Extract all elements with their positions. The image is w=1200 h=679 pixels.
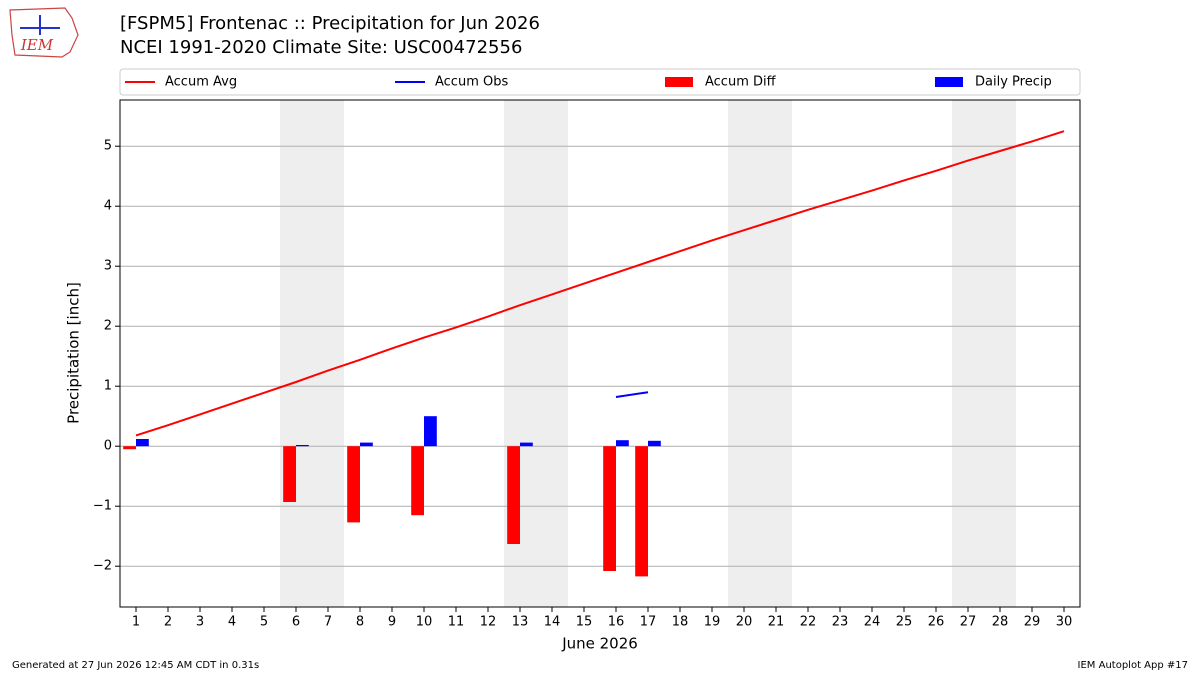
bar [347,446,360,523]
y-tick-label: 0 [104,439,112,454]
x-tick-label: 3 [196,615,204,630]
x-axis-label: June 2026 [561,635,638,653]
legend-swatch [665,77,693,87]
y-tick-label: 2 [104,319,112,334]
bar [616,440,629,447]
bar [283,446,296,502]
bar [296,445,309,447]
x-tick-label: 19 [704,615,721,630]
y-tick-label: 1 [104,379,112,394]
y-tick-label: 4 [104,199,112,214]
x-tick-label: 23 [832,615,849,630]
x-tick-label: 10 [416,615,433,630]
legend-label: Accum Avg [165,75,237,90]
bar [520,442,533,447]
chart-title: [FSPM5] Frontenac :: Precipitation for J… [120,13,540,34]
x-tick-label: 15 [576,615,593,630]
x-tick-label: 8 [356,615,364,630]
y-tick-label: 3 [104,259,112,274]
bar [603,446,616,571]
x-tick-label: 16 [608,615,625,630]
x-tick-label: 30 [1056,615,1073,630]
bar [648,440,661,447]
x-tick-label: 5 [260,615,268,630]
bar [136,439,149,447]
x-tick-label: 9 [388,615,396,630]
x-tick-label: 13 [512,615,529,630]
footer-left: Generated at 27 Jun 2026 12:45 AM CDT in… [12,660,259,671]
y-tick-label: 5 [104,139,112,154]
x-tick-label: 22 [800,615,817,630]
x-tick-label: 24 [864,615,881,630]
x-tick-label: 26 [928,615,945,630]
x-tick-label: 6 [292,615,300,630]
bar [507,446,520,544]
x-tick-label: 11 [448,615,465,630]
legend-swatch [935,77,963,87]
x-tick-label: 12 [480,615,497,630]
x-tick-label: 14 [544,615,561,630]
x-tick-label: 21 [768,615,785,630]
bar [424,416,437,447]
x-tick-label: 17 [640,615,657,630]
footer-right: IEM Autoplot App #17 [1078,660,1188,671]
x-tick-label: 25 [896,615,913,630]
chart-subtitle: NCEI 1991-2020 Climate Site: USC00472556 [120,37,522,58]
bar [635,446,648,577]
bar [123,446,136,450]
line [615,391,649,398]
bar [360,442,373,447]
logo: IEM [9,7,79,58]
legend-label: Accum Obs [435,75,508,90]
y-tick-label: −2 [93,559,112,574]
x-tick-label: 2 [164,615,172,630]
weekend-band [280,100,344,607]
x-tick-label: 7 [324,615,332,630]
legend-box [119,68,1081,96]
logo-text: IEM [20,36,54,54]
line [135,130,1065,437]
legend-label: Daily Precip [975,75,1052,90]
legend-label: Accum Diff [705,75,777,90]
bar [411,446,424,516]
x-tick-label: 20 [736,615,753,630]
weekend-band [952,100,1016,607]
x-tick-label: 1 [132,615,140,630]
x-tick-label: 29 [1024,615,1041,630]
x-tick-label: 27 [960,615,977,630]
y-axis-label: Precipitation [inch] [65,282,83,424]
y-tick-label: −1 [93,499,112,514]
x-tick-label: 18 [672,615,689,630]
x-tick-label: 28 [992,615,1009,630]
plot-frame [119,99,1081,608]
weekend-band [728,100,792,607]
x-tick-label: 4 [228,615,236,630]
